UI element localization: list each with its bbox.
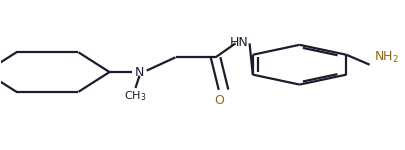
Text: O: O [214, 94, 224, 107]
Text: N: N [134, 66, 144, 79]
Text: HN: HN [230, 36, 248, 49]
Text: CH$_3$: CH$_3$ [124, 89, 146, 103]
Text: NH$_2$: NH$_2$ [373, 50, 398, 65]
